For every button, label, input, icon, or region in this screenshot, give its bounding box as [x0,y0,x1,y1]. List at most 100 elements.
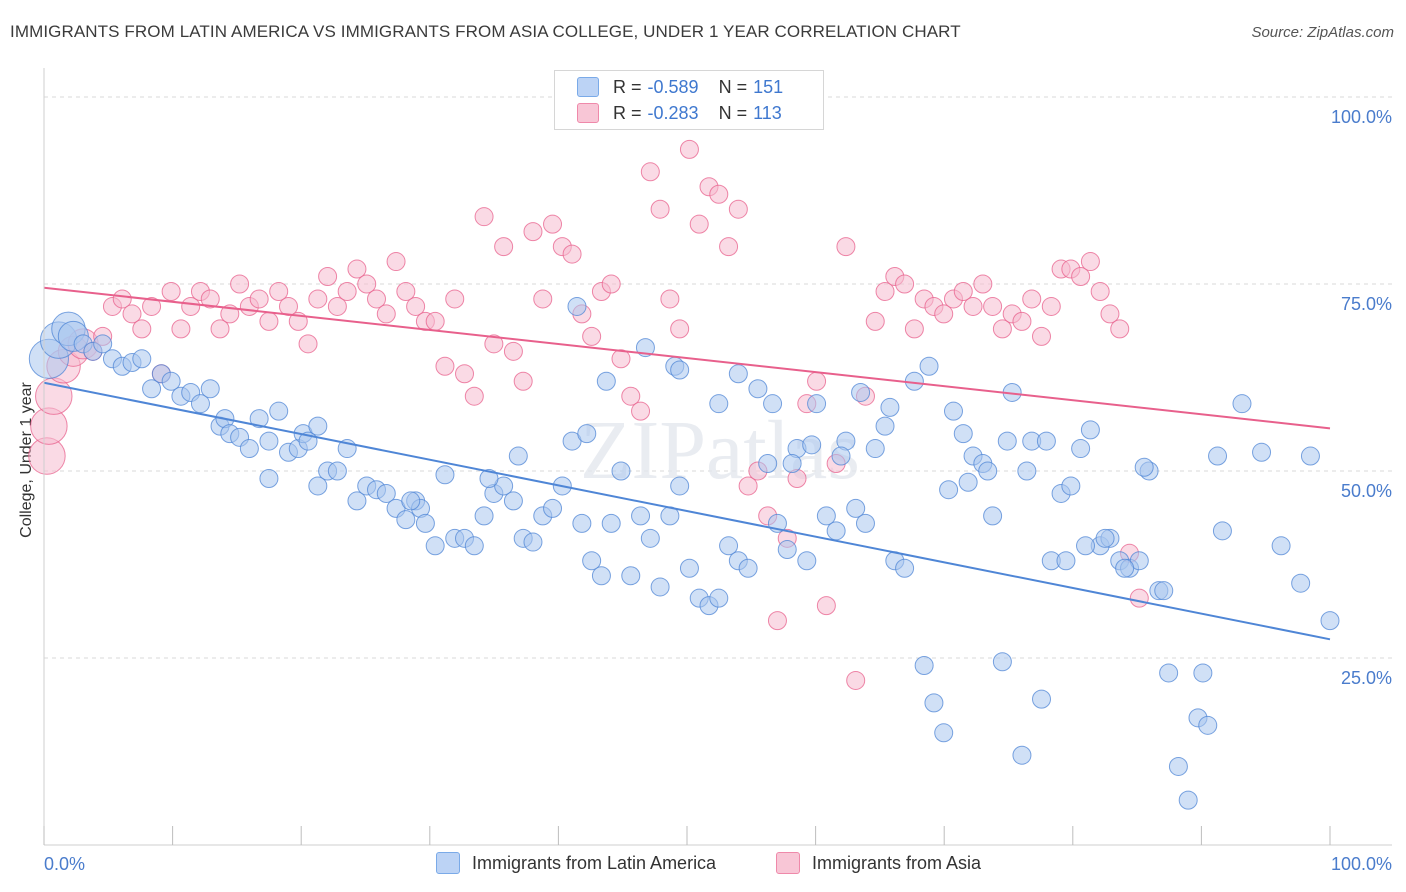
asia-point [670,319,690,339]
latin-america-point [621,566,641,586]
n-label: N = [718,76,748,97]
asia-point [210,319,230,339]
legend-label: Immigrants from Latin America [472,852,717,873]
asia-point [738,476,758,496]
latin-america-point [851,382,871,402]
asia-point [406,296,426,316]
latin-america-point [797,551,817,571]
latin-america-point [939,480,959,500]
asia-point [386,252,406,272]
latin-america-point [865,439,885,459]
latin-america-point [880,397,900,417]
asia-point [425,311,445,331]
n-value: 113 [753,102,782,123]
latin-america-point [914,655,934,675]
source-label: Source: ZipAtlas.com [1251,24,1394,41]
latin-america-point [200,379,220,399]
asia-point [161,281,181,301]
trend-line-latin-america [43,381,1331,641]
asia-point [503,341,523,361]
latin-america-point [738,558,758,578]
latin-america-point [1036,431,1056,451]
asia-point [455,364,475,384]
legend-item-asia[interactable]: Immigrants from Asia [776,852,981,874]
latin-america-point [631,506,651,526]
asia-point [132,319,152,339]
asia-point [611,349,631,369]
stats-legend: R = -0.589 N = 151 R = -0.283 N = 113 [554,70,824,130]
asia-point [709,184,729,204]
trend-line-asia [43,286,1331,430]
asia-point [464,386,484,406]
asia-point [533,289,553,309]
latin-america-point [1115,558,1135,578]
latin-america-point [567,296,587,316]
latin-america-point [1168,756,1188,776]
asia-point [269,281,289,301]
asia-point [1012,311,1032,331]
asia-point [523,222,543,242]
asia-point [650,199,670,219]
legend-label: Immigrants from Asia [812,852,982,873]
r-label: R = [613,76,642,97]
asia-point [953,281,973,301]
asia-point [181,296,201,316]
asia-point [474,207,494,227]
latin-america-point [327,461,347,481]
latin-america-point [269,401,289,421]
latin-america-point [611,461,631,481]
x-tick-label: 100.0% [1331,854,1392,874]
latin-america-point [1212,521,1232,541]
latin-america-point [919,356,939,376]
latin-america-point [425,536,445,556]
latin-america-point [846,498,866,518]
asia-point [1110,319,1130,339]
latin-america-point [758,454,778,474]
latin-america-point [709,394,729,414]
x-tick-label: 0.0% [44,854,85,874]
latin-america-point [1232,394,1252,414]
latin-america-point [596,371,616,391]
asia-point [973,274,993,294]
latin-america-point [396,510,416,530]
axes [43,68,1392,846]
latin-america-point [997,431,1017,451]
latin-america-point [259,468,279,488]
y-tick-label: 50.0% [1341,481,1392,501]
asia-point [601,274,621,294]
asia-point [376,304,396,324]
latin-america-point [1193,663,1213,683]
latin-america-point [503,491,523,511]
latin-america-point [347,491,367,511]
asia-point [112,289,132,309]
latin-america-point [953,424,973,444]
stats-row-asia: R = -0.283 N = 113 [577,101,782,125]
latin-america-point [1159,663,1179,683]
latin-america-point [978,461,998,481]
latin-america-point [161,371,181,391]
latin-america-point [582,551,602,571]
series-legend: Immigrants from Latin America Immigrants… [0,850,1406,880]
latin-america-point [1271,536,1291,556]
chart-title: IMMIGRANTS FROM LATIN AMERICA VS IMMIGRA… [10,22,961,41]
asia-point [1100,304,1120,324]
series-latin-america-points [28,296,1340,810]
asia-point [513,371,533,391]
latin-america-point [1252,442,1272,462]
latin-america-point [415,513,435,533]
latin-america-point [958,472,978,492]
asia-point [142,296,162,316]
r-value: -0.589 [647,76,699,97]
latin-america-point [934,723,954,743]
legend-item-latin-america[interactable]: Immigrants from Latin America [436,852,716,874]
asia-point [396,281,416,301]
latin-america-point [142,379,162,399]
latin-america-point [1056,551,1076,571]
latin-america-point [401,491,421,511]
asia-point [963,296,983,316]
latin-america-point [132,349,152,369]
latin-america-point [259,431,279,451]
latin-america-point [376,483,396,503]
trend-lines [43,286,1331,641]
latin-america-point [572,513,592,533]
